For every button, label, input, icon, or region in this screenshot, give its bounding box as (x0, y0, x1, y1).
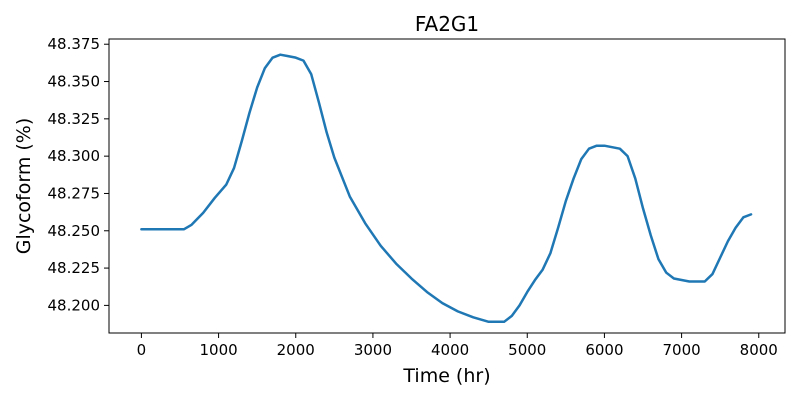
y-tick-label: 48.300 (48, 147, 101, 165)
y-tick-label: 48.250 (48, 222, 101, 240)
x-axis-label: Time (hr) (402, 365, 490, 387)
y-tick-label: 48.200 (48, 296, 101, 314)
x-tick-label: 6000 (585, 341, 623, 359)
axis-ticks: 0 1000 2000 3000 4000 5000 6000 7000 8000 48.200 4… (48, 35, 778, 359)
x-tick-label: 2000 (277, 341, 315, 359)
chart-title: FA2G1 (415, 12, 479, 36)
x-tick-label: 3000 (354, 341, 392, 359)
y-tick-label: 48.375 (48, 35, 101, 53)
x-tick-label: 7000 (662, 341, 700, 359)
x-tick-label: 4000 (431, 341, 469, 359)
y-tick-label: 48.325 (48, 110, 101, 128)
y-tick-label: 48.275 (48, 184, 101, 202)
y-tick-label: 48.350 (48, 73, 101, 91)
series-line (140, 53, 753, 324)
x-tick-label: 1000 (199, 341, 237, 359)
y-axis-label: Glycoform (%) (13, 118, 35, 255)
plot-frame (108, 38, 786, 334)
x-tick-label: 0 (137, 341, 147, 359)
x-tick-label: 8000 (740, 341, 778, 359)
y-tick-label: 48.225 (48, 259, 101, 277)
x-tick-label: 5000 (508, 341, 546, 359)
